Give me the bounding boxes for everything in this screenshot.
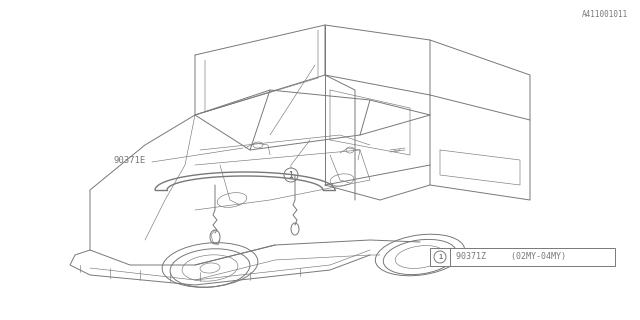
Bar bbox=[430, 248, 615, 266]
Text: A411001011: A411001011 bbox=[582, 10, 628, 19]
Text: 1: 1 bbox=[438, 254, 442, 260]
Text: 90371Z     (02MY-04MY): 90371Z (02MY-04MY) bbox=[456, 252, 566, 261]
Text: 1: 1 bbox=[289, 171, 293, 180]
Text: 90371E: 90371E bbox=[113, 156, 145, 164]
